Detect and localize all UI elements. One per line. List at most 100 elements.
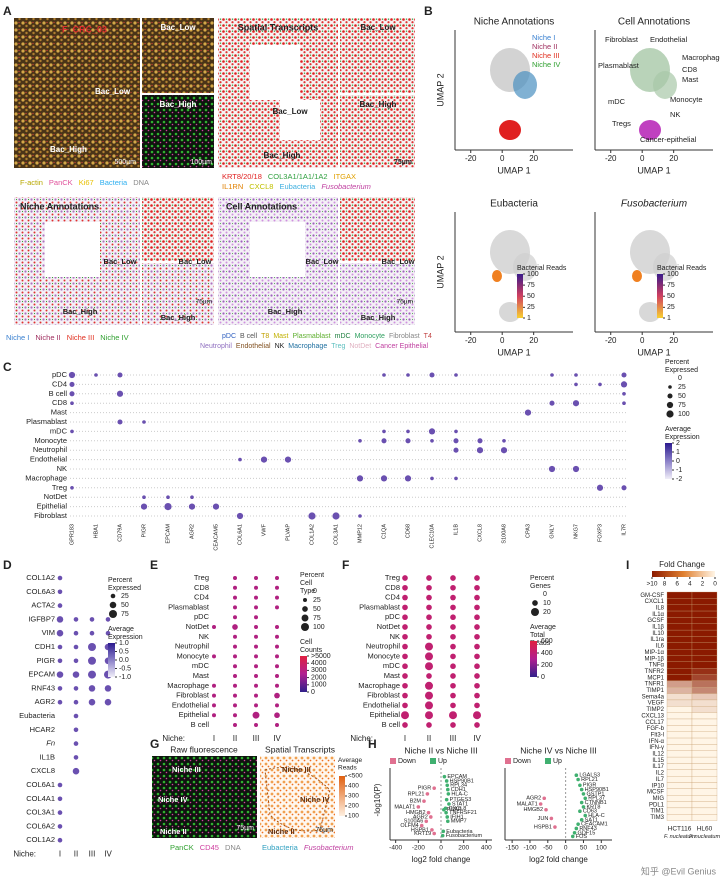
heat-cell xyxy=(691,795,718,802)
umap-title: Fusobacterium xyxy=(621,199,687,210)
row-label: Macrophage xyxy=(167,681,209,690)
legend-tick-label: 2000 xyxy=(311,674,327,681)
dot xyxy=(402,653,408,660)
tissue-image xyxy=(14,18,140,168)
row-label: Monocyte xyxy=(367,651,400,660)
point xyxy=(429,815,433,819)
dot xyxy=(450,682,456,689)
dot xyxy=(474,584,480,591)
dot xyxy=(454,373,458,377)
dot xyxy=(402,604,408,611)
colorbar xyxy=(530,641,537,677)
row-label: IL8 xyxy=(656,605,665,611)
dot xyxy=(473,711,481,720)
dot xyxy=(425,691,433,700)
legend-item: Treg xyxy=(331,343,345,350)
gene-label: AGR2 xyxy=(413,814,428,820)
col-label: CEACAM5 xyxy=(213,524,219,551)
row-label: Macrophage xyxy=(358,681,400,690)
dot xyxy=(233,585,237,590)
dot xyxy=(474,643,480,650)
point xyxy=(574,826,579,831)
legend-item: Niche III xyxy=(532,51,560,60)
dot xyxy=(450,702,456,709)
legend-label: 25 xyxy=(313,597,321,604)
axis-label: -log10(P) xyxy=(373,783,382,816)
heat-cell xyxy=(666,718,693,726)
dot xyxy=(474,594,480,601)
heat-cell xyxy=(666,795,693,802)
dot xyxy=(73,630,79,636)
legend-item: Endothelial xyxy=(236,343,271,350)
watermark: 知乎 @Evil Genius xyxy=(641,865,717,876)
legend-title: Average Expression xyxy=(665,426,700,441)
row-label: CXCL1 xyxy=(645,599,665,605)
legend-label: 75 xyxy=(313,615,321,622)
dot xyxy=(598,382,602,387)
legend-title: Average Total Reads xyxy=(530,624,558,647)
dot xyxy=(622,392,626,396)
legend-dot xyxy=(667,393,673,399)
dot xyxy=(88,643,96,651)
image-title: Cell Annotations xyxy=(226,201,297,211)
legend-tick-label: 100 xyxy=(527,271,539,278)
dot xyxy=(450,584,456,591)
dot xyxy=(57,810,63,815)
umap-title: Eubacteria xyxy=(490,199,538,210)
image-title: Spatial Transcripts xyxy=(238,22,319,32)
row-label: Mast xyxy=(51,408,68,417)
dot xyxy=(453,438,459,444)
gene-label: RPL34 xyxy=(450,783,467,789)
heat-cell xyxy=(691,636,718,643)
legend-tick-label: 200 xyxy=(541,662,553,669)
legend-label: 0 xyxy=(543,591,547,598)
heat-cell xyxy=(691,604,718,612)
gene-label: STAT1 xyxy=(452,801,468,807)
heat-cell xyxy=(666,788,693,796)
legend-tick-label: 2 xyxy=(676,440,680,447)
dot xyxy=(233,605,237,610)
dot xyxy=(57,699,63,705)
row-label: VIM xyxy=(42,628,55,637)
dot xyxy=(70,401,74,406)
gene-label: RPL37 xyxy=(588,796,605,802)
row-label: Monocyte xyxy=(176,651,209,660)
legend-dot xyxy=(666,410,674,418)
row-label: IL1α xyxy=(652,612,664,618)
legend-label: 25 xyxy=(678,384,686,391)
legend-tick-label: 3000 xyxy=(311,667,327,674)
row-label: NK xyxy=(199,632,209,641)
gene-label: GDF15 xyxy=(578,830,596,836)
point xyxy=(424,819,429,824)
legend-tick-label: 8 xyxy=(663,581,667,588)
row-label: CCL17 xyxy=(645,720,664,726)
legend-tick-label: 6 xyxy=(675,581,679,588)
legend-tick-label: 50 xyxy=(667,293,675,300)
heat-cell xyxy=(666,782,693,789)
label: Bac_Low xyxy=(382,257,415,266)
axis-label: Niche: xyxy=(13,849,36,858)
point xyxy=(572,831,577,835)
sample-id: F_CRC_03 xyxy=(62,24,107,34)
dot xyxy=(477,438,483,444)
dot xyxy=(425,652,433,661)
gene-label: LGALS3 xyxy=(579,773,600,779)
row-label: NK xyxy=(57,464,67,473)
legend-item: Niche III xyxy=(67,333,95,342)
x-tick-label: -400 xyxy=(389,845,402,852)
dot xyxy=(404,475,412,482)
x-tick-label: -200 xyxy=(412,845,425,852)
dot xyxy=(474,633,480,640)
point xyxy=(446,819,450,824)
dot xyxy=(164,503,172,511)
dot xyxy=(212,654,216,659)
label: Bac_Low xyxy=(160,23,196,32)
dot xyxy=(70,429,74,434)
heat-cell xyxy=(691,801,718,809)
gene-label: SAT1 xyxy=(585,817,598,823)
legend-dot xyxy=(532,600,538,606)
dot xyxy=(254,644,258,649)
x-tick-label: -20 xyxy=(465,154,477,163)
dot xyxy=(621,372,627,378)
cutout xyxy=(250,222,305,277)
